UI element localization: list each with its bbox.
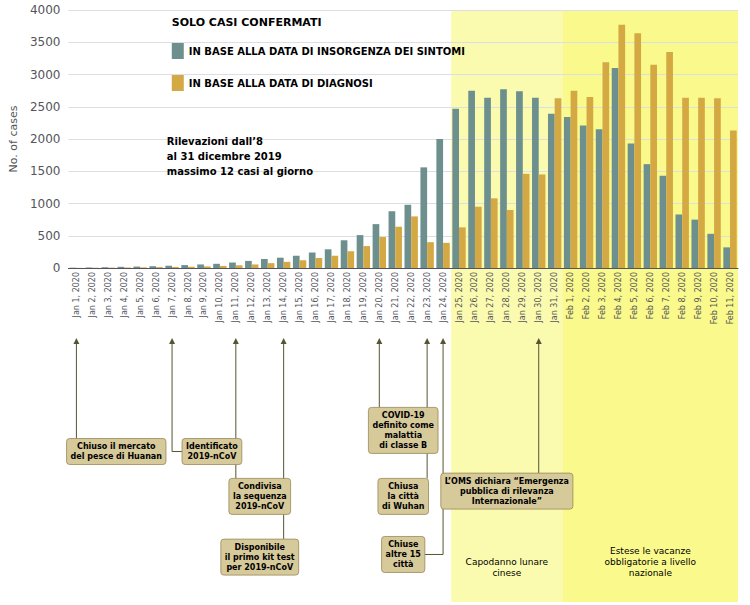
svg-text:Feb 2, 2020: Feb 2, 2020 — [582, 272, 591, 319]
svg-text:Jan 20, 2020: Jan 20, 2020 — [375, 272, 384, 324]
svg-text:Rilevazioni dall’8: Rilevazioni dall’8 — [167, 136, 263, 147]
svg-text:Jan 6, 2020: Jan 6, 2020 — [152, 272, 161, 318]
svg-text:obbligatorie a livello: obbligatorie a livello — [605, 557, 697, 567]
svg-text:2019-nCoV: 2019-nCoV — [235, 502, 285, 511]
svg-text:IN BASE ALLA DATA DI INSORGENZ: IN BASE ALLA DATA DI INSORGENZA DEI SINT… — [189, 46, 465, 57]
svg-text:Feb 10, 2020: Feb 10, 2020 — [710, 272, 719, 324]
svg-text:L’OMS dichiara “Emergenza: L’OMS dichiara “Emergenza — [445, 477, 569, 486]
svg-text:Jan 29, 2020: Jan 29, 2020 — [518, 272, 527, 324]
svg-text:0: 0 — [53, 261, 61, 275]
svg-text:SOLO CASI CONFERMATI: SOLO CASI CONFERMATI — [172, 16, 322, 29]
svg-text:Chiuso il mercato: Chiuso il mercato — [77, 442, 156, 451]
svg-text:No. of cases: No. of cases — [7, 105, 20, 172]
svg-text:nazionale: nazionale — [629, 568, 673, 578]
svg-text:Feb 1, 2020: Feb 1, 2020 — [566, 272, 575, 319]
svg-text:Jan 31, 2020: Jan 31, 2020 — [550, 272, 559, 324]
svg-text:Jan 18, 2020: Jan 18, 2020 — [343, 272, 352, 324]
svg-text:Capodanno lunare: Capodanno lunare — [466, 557, 549, 567]
svg-text:500: 500 — [38, 229, 61, 243]
svg-text:Jan 25, 2020: Jan 25, 2020 — [455, 272, 464, 324]
svg-text:Jan 2, 2020: Jan 2, 2020 — [88, 272, 97, 318]
svg-text:cinese: cinese — [492, 568, 521, 578]
svg-text:Feb 5, 2020: Feb 5, 2020 — [630, 272, 639, 319]
svg-text:Chiuse: Chiuse — [388, 540, 419, 549]
svg-text:Feb 3, 2020: Feb 3, 2020 — [598, 272, 607, 319]
svg-text:Jan 17, 2020: Jan 17, 2020 — [327, 272, 336, 324]
svg-text:Chiusa: Chiusa — [388, 482, 418, 491]
svg-text:Jan 19, 2020: Jan 19, 2020 — [359, 272, 368, 324]
svg-text:altre 15: altre 15 — [386, 550, 422, 559]
svg-text:Estese le vacanze: Estese le vacanze — [610, 546, 691, 556]
svg-text:Jan 4, 2020: Jan 4, 2020 — [120, 272, 129, 318]
svg-text:Jan 24, 2020: Jan 24, 2020 — [439, 272, 448, 324]
svg-text:Condivisa: Condivisa — [238, 482, 282, 491]
svg-text:al 31 dicembre 2019: al 31 dicembre 2019 — [167, 151, 282, 162]
svg-text:2000: 2000 — [30, 132, 61, 146]
svg-text:2019-nCoV: 2019-nCoV — [187, 452, 237, 461]
svg-text:Jan 28, 2020: Jan 28, 2020 — [502, 272, 511, 324]
svg-text:per 2019-nCoV: per 2019-nCoV — [226, 563, 294, 572]
svg-text:3000: 3000 — [30, 68, 61, 82]
svg-text:4000: 4000 — [30, 3, 61, 17]
svg-text:Jan 10, 2020: Jan 10, 2020 — [215, 272, 224, 324]
svg-text:2500: 2500 — [30, 100, 61, 114]
svg-text:la città: la città — [387, 492, 418, 501]
svg-text:COVID-19: COVID-19 — [382, 411, 425, 420]
svg-text:3500: 3500 — [30, 35, 61, 49]
svg-text:Jan 5, 2020: Jan 5, 2020 — [136, 272, 145, 318]
svg-text:1500: 1500 — [30, 164, 61, 178]
svg-text:Jan 21, 2020: Jan 21, 2020 — [391, 272, 400, 324]
svg-text:Identificato: Identificato — [186, 442, 238, 451]
svg-text:1000: 1000 — [30, 197, 61, 211]
svg-text:Feb 11, 2020: Feb 11, 2020 — [726, 272, 735, 324]
svg-text:pubblica di rilevanza: pubblica di rilevanza — [460, 487, 554, 496]
svg-text:Jan 15, 2020: Jan 15, 2020 — [295, 272, 304, 324]
svg-text:il primo kit test: il primo kit test — [225, 553, 295, 562]
svg-text:città: città — [393, 560, 414, 569]
svg-text:malattia: malattia — [384, 431, 422, 440]
svg-text:Feb 7, 2020: Feb 7, 2020 — [662, 272, 671, 319]
svg-text:Jan 30, 2020: Jan 30, 2020 — [534, 272, 543, 324]
svg-text:Feb 4, 2020: Feb 4, 2020 — [614, 272, 623, 319]
svg-text:Jan 22, 2020: Jan 22, 2020 — [407, 272, 416, 324]
svg-text:di Wuhan: di Wuhan — [382, 502, 425, 511]
svg-text:di classe B: di classe B — [379, 441, 427, 450]
svg-text:Jan 14, 2020: Jan 14, 2020 — [279, 272, 288, 324]
svg-text:del pesce di Huanan: del pesce di Huanan — [71, 452, 163, 461]
svg-text:Disponibile: Disponibile — [235, 543, 286, 552]
svg-text:definito come: definito come — [372, 421, 434, 430]
svg-text:Internazionale”: Internazionale” — [472, 497, 542, 506]
svg-text:Jan 9, 2020: Jan 9, 2020 — [199, 272, 208, 318]
svg-text:Jan 13, 2020: Jan 13, 2020 — [263, 272, 272, 324]
svg-text:Jan 23, 2020: Jan 23, 2020 — [423, 272, 432, 324]
svg-text:Jan 11, 2020: Jan 11, 2020 — [231, 272, 240, 324]
svg-text:massimo 12 casi al giorno: massimo 12 casi al giorno — [167, 166, 313, 177]
svg-text:Jan 1, 2020: Jan 1, 2020 — [72, 272, 81, 318]
svg-text:IN BASE ALLA DATA DI DIAGNOSI: IN BASE ALLA DATA DI DIAGNOSI — [189, 78, 373, 89]
svg-text:Jan 7, 2020: Jan 7, 2020 — [168, 272, 177, 318]
svg-text:Feb 8, 2020: Feb 8, 2020 — [678, 272, 687, 319]
svg-text:Jan 26, 2020: Jan 26, 2020 — [470, 272, 479, 324]
svg-text:Jan 12, 2020: Jan 12, 2020 — [247, 272, 256, 324]
svg-text:Jan 8, 2020: Jan 8, 2020 — [184, 272, 193, 318]
svg-text:Feb 6, 2020: Feb 6, 2020 — [646, 272, 655, 319]
svg-text:Jan 3, 2020: Jan 3, 2020 — [104, 272, 113, 318]
svg-text:la sequenza: la sequenza — [233, 492, 287, 501]
svg-text:Jan 16, 2020: Jan 16, 2020 — [311, 272, 320, 324]
svg-text:Jan 27, 2020: Jan 27, 2020 — [486, 272, 495, 324]
svg-text:Feb 9, 2020: Feb 9, 2020 — [694, 272, 703, 319]
